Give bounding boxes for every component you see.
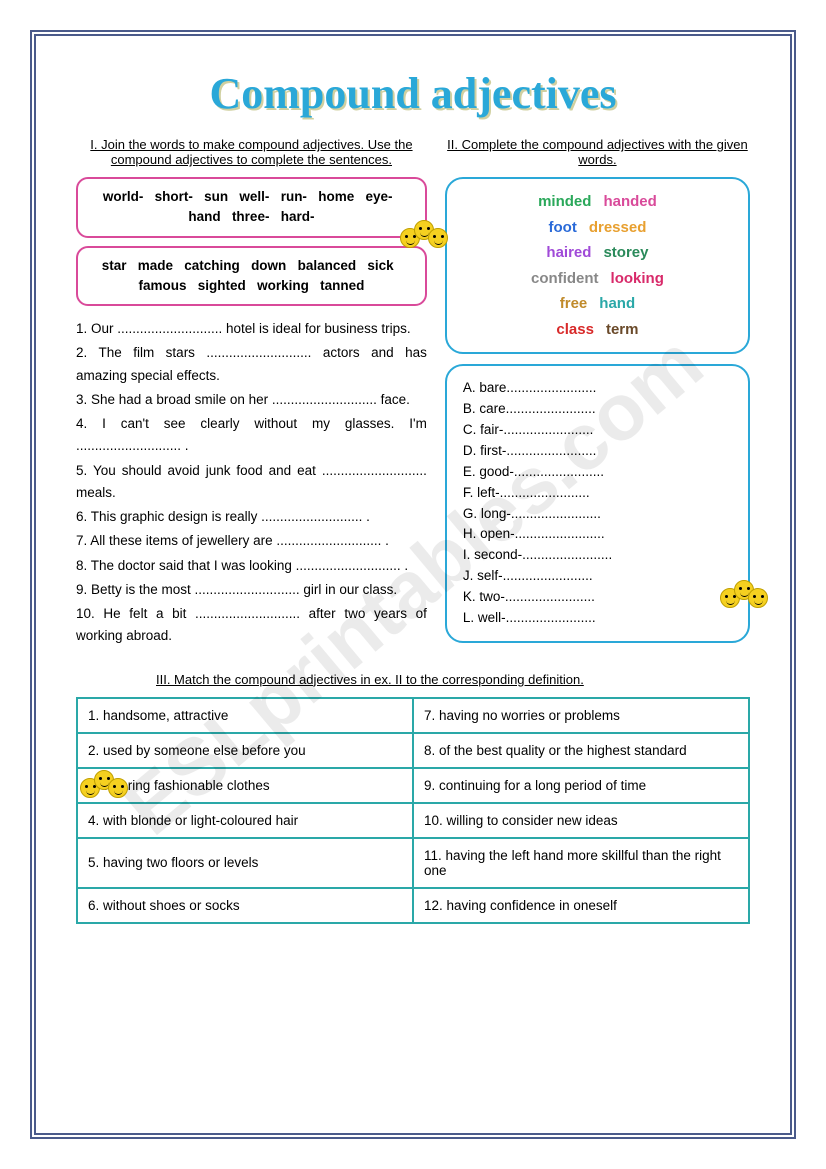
answer-line: B. care........................ [463,399,732,420]
colored-word: free [560,291,588,317]
answer-line: D. first-........................ [463,441,732,462]
word-box-2: star made catching down balanced sick fa… [76,246,427,307]
sentence-item: 6. This graphic design is really .......… [76,506,427,528]
sentence-item: 5. You should avoid junk food and eat ..… [76,460,427,505]
word-item: sun [204,189,228,204]
colored-word: minded [538,189,591,215]
match-cell: 9. continuing for a long period of time [413,768,749,803]
match-cell: 7. having no worries or problems [413,698,749,733]
colored-word: looking [611,266,664,292]
word-item: hard- [281,209,315,224]
sentence-item: 7. All these items of jewellery are ....… [76,530,427,552]
sentence-item: 8. The doctor said that I was looking ..… [76,555,427,577]
answer-line: E. good-........................ [463,462,732,483]
colored-word: handed [603,189,656,215]
answer-line: L. well-........................ [463,608,732,629]
word-item: eye- [365,189,392,204]
word-item: run- [281,189,307,204]
colored-word: term [606,317,639,343]
sentence-item: 2. The film stars ......................… [76,342,427,387]
match-cell: 1. handsome, attractive [77,698,413,733]
column-left: I. Join the words to make compound adjec… [76,137,427,650]
word-item: catching [184,258,240,273]
word-item: tanned [320,278,364,293]
two-columns: I. Join the words to make compound adjec… [76,137,750,650]
sentence-item: 10. He felt a bit ......................… [76,603,427,648]
match-cell: 10. willing to consider new ideas [413,803,749,838]
sentence-item: 1. Our ............................ hote… [76,318,427,340]
match-cell: 11. having the left hand more skillful t… [413,838,749,888]
match-cell: 6. without shoes or socks [77,888,413,923]
instruction-2: II. Complete the compound adjectives wit… [445,137,750,167]
word-item: famous [139,278,187,293]
word-item: sighted [198,278,246,293]
sentence-item: 3. She had a broad smile on her ........… [76,389,427,411]
word-box-1: world- short- sun well- run- home eye- h… [76,177,427,238]
match-cell: 2. used by someone else before you [77,733,413,768]
word-item: balanced [298,258,357,273]
sentence-item: 4. I can't see clearly without my glasse… [76,413,427,458]
colored-word: class [556,317,594,343]
word-box-right: minded handed foot dressedhaired storeyconfi… [445,177,750,354]
answer-line: C. fair-........................ [463,420,732,441]
colored-word: foot [549,215,577,241]
sentences-list: 1. Our ............................ hote… [76,318,427,648]
match-cell: 8. of the best quality or the highest st… [413,733,749,768]
sentence-item: 9. Betty is the most ...................… [76,579,427,601]
instruction-3: III. Match the compound adjectives in ex… [156,672,750,687]
answer-line: H. open-........................ [463,524,732,545]
balloon-decoration [400,220,450,270]
balloon-decoration [80,770,130,820]
colored-word: dressed [589,215,647,241]
match-cell: 5. having two floors or levels [77,838,413,888]
worksheet-content: Compound adjectives I. Join the words to… [58,58,768,1111]
word-item: hand [188,209,220,224]
colored-word: hand [599,291,635,317]
word-item: sick [367,258,393,273]
word-item: world- [103,189,144,204]
page-title: Compound adjectives [76,68,750,119]
answers-box: A. bare........................B. care..… [445,364,750,643]
answer-line: I. second-........................ [463,545,732,566]
word-item: home [318,189,354,204]
answer-line: G. long-........................ [463,504,732,525]
word-item: star [102,258,127,273]
match-cell: 12. having confidence in oneself [413,888,749,923]
answer-line: A. bare........................ [463,378,732,399]
match-table: 1. handsome, attractive7. having no worr… [76,697,750,924]
colored-word: storey [603,240,648,266]
balloon-decoration [720,580,770,630]
answer-line: K. two-........................ [463,587,732,608]
word-item: made [138,258,173,273]
word-item: short- [155,189,193,204]
instruction-1: I. Join the words to make compound adjec… [76,137,427,167]
answer-line: F. left-........................ [463,483,732,504]
colored-word: confident [531,266,599,292]
word-item: well- [239,189,269,204]
colored-word: haired [546,240,591,266]
word-item: down [251,258,286,273]
answer-line: J. self-........................ [463,566,732,587]
word-item: three- [232,209,270,224]
word-item: working [257,278,309,293]
column-right: II. Complete the compound adjectives wit… [445,137,750,650]
